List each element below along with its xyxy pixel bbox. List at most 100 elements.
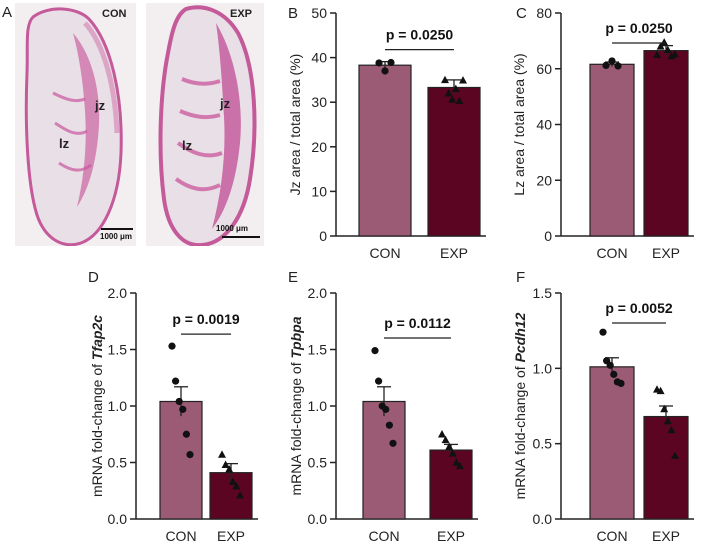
data-point-con — [375, 377, 383, 385]
data-point-exp — [667, 52, 676, 60]
data-point-exp — [663, 416, 672, 425]
jz-label-con: jz — [95, 98, 106, 113]
data-point-exp — [671, 451, 679, 459]
x-tick-label-con: CON — [596, 245, 627, 261]
y-axis-label-gene: Tfap2c — [89, 315, 105, 360]
bar-con — [589, 63, 635, 237]
x-tick-label-exp: EXP — [652, 528, 680, 544]
data-point-exp — [225, 465, 234, 473]
data-point-con — [179, 405, 187, 413]
data-point-con — [606, 361, 614, 369]
y-tick-label: 1.0 — [108, 398, 128, 414]
data-point-exp — [441, 435, 450, 444]
data-point-exp — [445, 442, 454, 450]
data-point-con — [381, 67, 389, 75]
data-point-exp — [653, 385, 661, 393]
y-tick-label: 10 — [311, 183, 327, 199]
y-axis-label: Jz area / total area (%) — [287, 54, 303, 196]
panel-letter-d: D — [88, 269, 99, 286]
scale-bar-con — [101, 228, 133, 230]
p-value-label: p = 0.0052 — [605, 300, 673, 316]
data-point-exp — [660, 404, 669, 413]
data-point-con — [375, 59, 383, 67]
y-tick-label: 2.0 — [308, 285, 328, 301]
x-tick-label-exp: EXP — [437, 528, 465, 544]
y-tick-label: 20 — [536, 172, 552, 188]
data-point-con — [371, 347, 379, 355]
data-point-con — [172, 377, 180, 385]
data-point-con — [610, 370, 618, 378]
panel-letter-b: B — [288, 5, 298, 22]
x-tick-label-con: CON — [596, 528, 627, 544]
data-point-exp — [656, 42, 665, 50]
y-tick-label: 0.0 — [108, 511, 128, 527]
data-point-con — [387, 58, 395, 67]
p-value-label: p = 0.0019 — [172, 311, 240, 327]
data-point-exp — [236, 491, 244, 499]
placenta-section-exp — [158, 5, 257, 246]
data-point-exp — [441, 75, 449, 84]
y-tick-label: 0.5 — [308, 455, 328, 471]
y-tick-label: 1.5 — [108, 342, 128, 358]
y-axis-label-gene: Tpbpa — [288, 316, 304, 358]
jz-label-exp: jz — [220, 96, 231, 111]
data-point-exp — [459, 76, 467, 84]
p-value-label: p = 0.0250 — [605, 20, 673, 36]
x-tick-label-exp: EXP — [652, 245, 680, 261]
chart-panel-c: C 0 20 40 60 80 Lz area / total area (%) CON EXP… — [511, 5, 694, 261]
bar-exp — [643, 415, 689, 520]
placenta-section-con — [24, 7, 123, 246]
data-point-exp — [451, 84, 460, 93]
y-axis-label-text: mRNA fold-change of — [512, 362, 528, 499]
micrograph-con: CON jz lz 1000 μm — [15, 3, 136, 246]
data-point-con — [389, 439, 397, 447]
data-point-exp — [671, 50, 679, 58]
data-point-exp — [218, 450, 226, 458]
x-tick-label-con: CON — [369, 245, 400, 261]
y-tick-label: 0 — [319, 228, 327, 244]
scale-text-con: 1000 μm — [100, 232, 133, 241]
x-tick-label-con: CON — [165, 528, 196, 544]
y-tick-label: 60 — [536, 61, 552, 77]
micrograph-exp: EXP jz lz 1000 μm — [146, 3, 264, 246]
data-point-exp — [221, 460, 230, 468]
panel-letter-a: A — [2, 4, 13, 21]
chart-panel-b: B 0 10 20 30 40 50 Jz area / total area (%) CON E… — [287, 5, 486, 261]
y-axis-label: mRNA fold-change of Tfap2c — [89, 315, 105, 497]
data-point-exp — [656, 386, 665, 395]
data-point-con — [168, 342, 176, 350]
y-axis-label-text: Lz area / total area (%) — [511, 53, 527, 195]
y-axis-label-text: mRNA fold-change of — [89, 360, 105, 497]
y-axis-label: mRNA fold-change of Pcdh12 — [512, 312, 528, 499]
data-point-con — [599, 328, 607, 336]
data-point-con — [186, 450, 194, 459]
lz-label-con: lz — [59, 136, 70, 151]
data-point-con — [378, 402, 386, 410]
panel-letter-f: F — [516, 269, 525, 286]
data-point-con — [614, 62, 622, 70]
y-axis-label: mRNA fold-change of Tpbpa — [288, 316, 304, 495]
panel-letter-e: E — [288, 269, 298, 286]
y-tick-label: 1.5 — [308, 342, 328, 358]
data-point-exp — [455, 96, 464, 105]
x-tick-label-con: CON — [368, 528, 399, 544]
data-point-exp — [228, 477, 237, 485]
bar-exp — [643, 50, 689, 237]
chart-panel-f: F 0.0 0.5 1.0 1.5 mRNA fold-change of Pcdh12 C… — [512, 269, 694, 544]
y-tick-label: 30 — [311, 94, 327, 110]
p-value-label: p = 0.0250 — [386, 27, 454, 43]
y-tick-label: 80 — [536, 5, 552, 21]
y-tick-label: 20 — [311, 139, 327, 155]
data-point-exp — [438, 430, 446, 438]
y-tick-label: 50 — [311, 5, 327, 21]
data-point-con — [617, 379, 625, 387]
lz-label-exp: lz — [182, 138, 193, 153]
bar-exp — [429, 449, 473, 520]
data-point-exp — [232, 482, 241, 490]
y-tick-label: 0.5 — [533, 436, 553, 452]
p-value-label: p = 0.0112 — [384, 315, 451, 331]
data-point-exp — [448, 95, 457, 103]
data-point-exp — [456, 461, 464, 470]
data-point-exp — [452, 458, 461, 466]
